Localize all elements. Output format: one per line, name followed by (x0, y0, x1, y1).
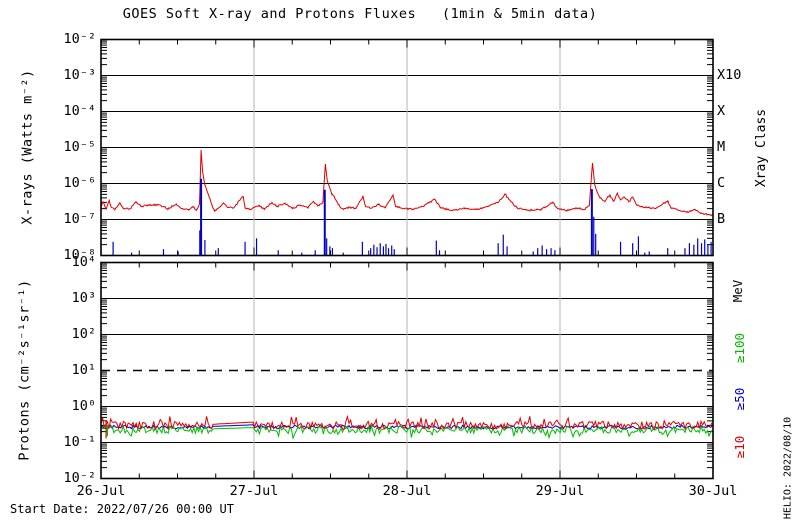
protons ≥100 MeV-series (100, 424, 713, 440)
xray-ytick-label: 10⁻⁴ (63, 102, 96, 119)
xray-ytick-label: 10⁻⁶ (63, 174, 96, 191)
protons-ytick-label: 10⁻² (63, 469, 96, 486)
protons-ytick-label: 10⁴ (71, 253, 96, 270)
xray-class-label-x: X (717, 102, 726, 119)
xray-class-label-m: M (717, 138, 726, 155)
xray-class-label-c: C (717, 174, 726, 191)
xray-ytick-label: 10⁻² (63, 30, 96, 47)
proton-energy-label-ge10: ≥10 (732, 435, 748, 459)
start-date-label: Start Date: 2022/07/26 00:00 UT (10, 502, 234, 516)
protons-panel-border (100, 261, 714, 480)
xtick-label-28-jul: 28-Jul (382, 483, 432, 499)
proton-energy-label-ge100: ≥100 (732, 332, 748, 363)
xray-ticks (101, 39, 713, 256)
proton-energy-label-ge50: ≥50 (732, 387, 748, 411)
chart-title: GOES Soft X-ray and Protons Fluxes (1min… (122, 6, 598, 22)
protons ≥10 MeV-series (100, 414, 713, 431)
protons-ytick-label: 10⁻¹ (63, 433, 96, 450)
xtick-label-27-jul: 27-Jul (229, 483, 279, 499)
protons-ytick-label: 10¹ (71, 361, 96, 378)
protons-ytick-label: 10³ (71, 289, 96, 306)
mev-axis-title: MeV (730, 279, 746, 303)
xray-ytick-label: 10⁻⁵ (63, 138, 96, 155)
xray-panel-border (100, 38, 714, 257)
xtick-label-26-jul: 26-Jul (76, 483, 126, 499)
xtick-label-29-jul: 29-Jul (535, 483, 585, 499)
protons-ytick-label: 10⁰ (71, 397, 96, 414)
xtick-label-30-jul: 30-Jul (688, 483, 738, 499)
xray-ytick-label: 10⁻⁷ (63, 210, 96, 227)
xray-ytick-label: 10⁻³ (63, 66, 96, 83)
helio-watermark: HELIO: 2022/08/10 (782, 416, 794, 520)
xray-class-label-b: B (717, 210, 726, 227)
protons-ticks (101, 262, 713, 479)
xray-ytick-label: 10⁻⁸ (63, 246, 96, 263)
xray-long-series (100, 149, 714, 217)
xray-class-label-x10: X10 (717, 66, 742, 83)
xray-class-axis-title: Xray Class (753, 108, 769, 188)
protons-ytick-label: 10² (71, 325, 96, 342)
